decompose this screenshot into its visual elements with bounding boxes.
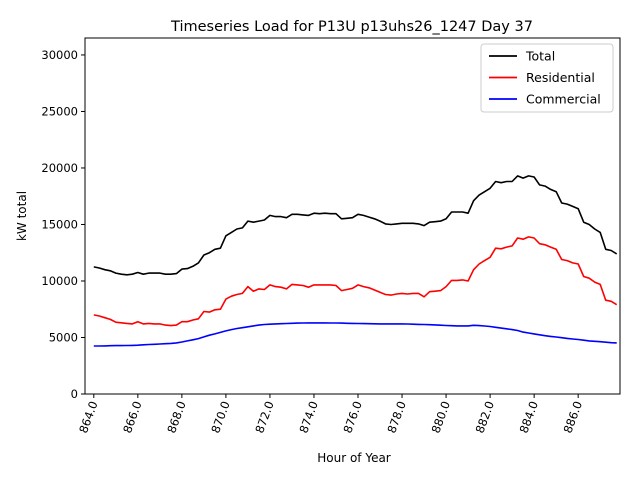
y-tick-label: 10000	[41, 274, 78, 288]
legend-label-commercial: Commercial	[526, 92, 601, 107]
plot-lines	[93, 175, 618, 347]
y-tick-label: 15000	[41, 217, 78, 231]
series-line-commercial	[93, 322, 617, 347]
legend-label-total: Total	[525, 49, 555, 64]
series-line-total	[93, 175, 618, 276]
legend: Total Residential Commercial	[480, 43, 614, 113]
y-tick-label: 0	[71, 387, 78, 401]
legend-label-residential: Residential	[526, 70, 595, 85]
y-tick-label: 30000	[41, 48, 78, 62]
y-axis: 0 5000 10000 15000 20000 25000 30000	[41, 48, 85, 401]
y-tick-label: 25000	[41, 104, 78, 118]
chart-title: Timeseries Load for P13U p13uhs26_1247 D…	[170, 19, 533, 35]
y-tick-label: 20000	[41, 161, 78, 175]
y-tick-label: 5000	[49, 330, 78, 344]
legend-box	[480, 43, 614, 113]
x-axis-label: Hour of Year	[317, 451, 391, 465]
plot-frame	[84, 37, 621, 395]
series-line-residential	[93, 236, 618, 327]
y-axis-label: kW total	[15, 191, 29, 241]
